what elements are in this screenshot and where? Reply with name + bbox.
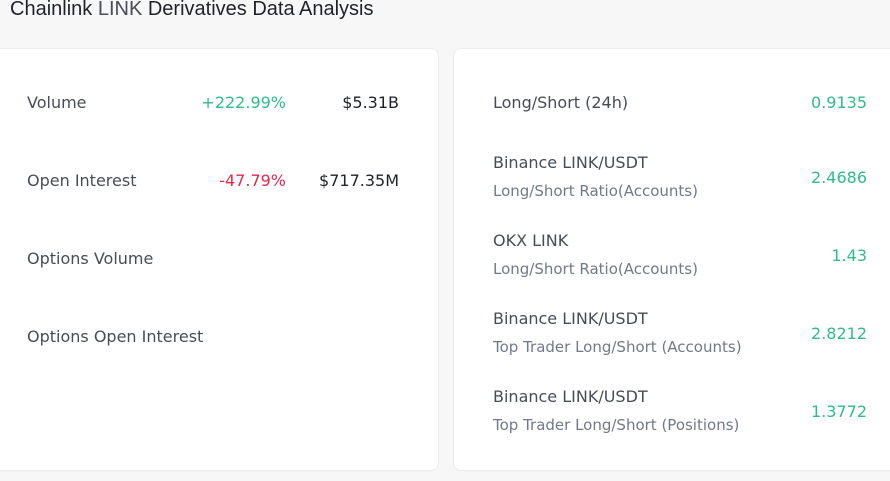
row-label: Binance LINK/USDT: [493, 309, 648, 328]
row-label: Open Interest: [27, 171, 137, 190]
row-sublabel: Long/Short Ratio(Accounts): [493, 182, 698, 200]
value: 2.8212: [811, 324, 867, 343]
value: $717.35M: [319, 171, 399, 190]
title-text: Chainlink: [10, 0, 93, 20]
value: 2.4686: [811, 168, 867, 187]
value: 1.3772: [811, 402, 867, 421]
row-label: Long/Short (24h): [493, 93, 629, 112]
row-label: Volume: [27, 93, 87, 112]
value: 0.9135: [811, 93, 867, 112]
title-text: Derivatives Data Analysis: [147, 0, 374, 20]
value: 1.43: [831, 246, 867, 265]
title-token: LINK: [97, 0, 143, 20]
change: -47.79%: [219, 171, 286, 190]
row-label: OKX LINK: [493, 231, 569, 250]
change: +222.99%: [201, 93, 286, 112]
row-sublabel: Top Trader Long/Short (Positions): [493, 416, 740, 434]
card: Volume +222.99% $5.31B Open Interest -47.79%…: [0, 48, 439, 471]
title: Chainlink LINK Derivatives Data Analysis: [10, 0, 374, 21]
row-sublabel: Long/Short Ratio(Accounts): [493, 260, 698, 278]
row-label: Options Volume: [27, 249, 154, 268]
card: Long/Short (24h) 0.9135 Binance LINK/USDT L…: [453, 48, 890, 471]
row-label: Options Open Interest: [27, 327, 204, 346]
row-label: Binance LINK/USDT: [493, 387, 648, 406]
row-sublabel: Top Trader Long/Short (Accounts): [493, 338, 742, 356]
value: $5.31B: [342, 93, 399, 112]
row-label: Binance LINK/USDT: [493, 153, 648, 172]
